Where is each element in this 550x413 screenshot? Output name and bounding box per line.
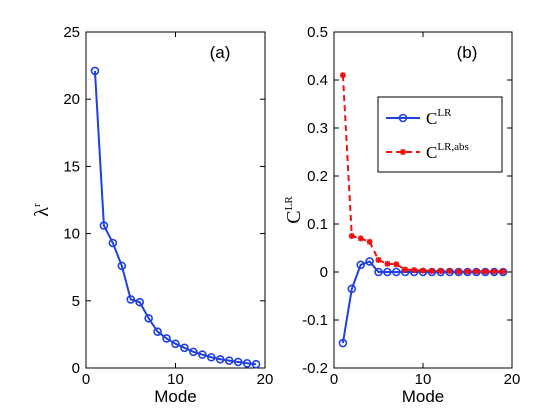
data-point bbox=[374, 267, 383, 277]
legend-label: CLR bbox=[426, 107, 452, 128]
x-tick-label: 10 bbox=[167, 371, 184, 388]
data-point bbox=[242, 358, 252, 368]
data-point bbox=[144, 313, 153, 323]
data-point bbox=[207, 352, 216, 362]
x-tick-label: 0 bbox=[82, 371, 90, 388]
data-point bbox=[500, 268, 507, 275]
y-tick-label: 5 bbox=[72, 293, 80, 310]
data-point bbox=[384, 260, 391, 267]
data-point bbox=[126, 295, 136, 304]
data-point bbox=[99, 221, 109, 230]
data-point bbox=[215, 354, 225, 364]
y-tick-label: 0.4 bbox=[307, 72, 328, 89]
legend-marker bbox=[398, 113, 408, 123]
data-point bbox=[357, 235, 364, 242]
legend-entry: CLR bbox=[386, 107, 452, 128]
y-tick-label: 10 bbox=[63, 226, 80, 243]
data-point bbox=[117, 261, 127, 271]
y-tick-label: -0.1 bbox=[302, 312, 328, 329]
data-point bbox=[162, 334, 171, 343]
panel-b-y-axis-label: CLR bbox=[283, 196, 305, 224]
data-point bbox=[233, 357, 243, 367]
data-point bbox=[383, 267, 392, 277]
series-line bbox=[93, 70, 257, 366]
data-point bbox=[464, 268, 471, 275]
data-point bbox=[90, 66, 100, 76]
y-tick-label: 25 bbox=[63, 24, 80, 41]
y-tick-label: 15 bbox=[63, 158, 80, 175]
legend-entry: CLR,abs bbox=[386, 141, 469, 162]
panel-b-x-axis-label: Mode bbox=[402, 387, 445, 406]
data-point bbox=[420, 267, 426, 274]
data-point bbox=[198, 350, 207, 359]
panel-a-y-label-sup: r bbox=[31, 203, 43, 207]
data-point bbox=[391, 267, 401, 277]
data-point bbox=[411, 267, 418, 274]
legend-marker bbox=[400, 149, 406, 155]
legend: CLR CLR,abs bbox=[377, 96, 503, 173]
panel-a-y-label-base: λ bbox=[31, 207, 53, 217]
data-point bbox=[153, 327, 162, 337]
data-point bbox=[402, 266, 409, 273]
data-point bbox=[189, 347, 198, 357]
data-point bbox=[366, 238, 373, 245]
panel-a-label: (a) bbox=[210, 43, 231, 62]
data-point bbox=[375, 257, 382, 263]
y-tick-label: 0 bbox=[72, 360, 80, 377]
panel-b-y-label-base: C bbox=[283, 210, 305, 223]
data-point bbox=[473, 268, 480, 275]
x-tick-label: 0 bbox=[330, 371, 338, 388]
panel-a: 0 10 20 0 5 10 15 20 25 (a) Mode λr bbox=[31, 24, 273, 406]
data-point bbox=[437, 268, 444, 275]
panel-b-label: (b) bbox=[457, 43, 478, 62]
data-point bbox=[171, 339, 180, 349]
y-tick-label: 0.5 bbox=[307, 24, 328, 41]
data-point bbox=[339, 72, 346, 79]
data-point bbox=[393, 261, 400, 268]
panel-a-y-axis-label: λr bbox=[31, 203, 53, 217]
data-point bbox=[224, 356, 234, 365]
data-point bbox=[446, 268, 453, 275]
data-point bbox=[482, 268, 489, 275]
panel-a-plot-frame bbox=[85, 31, 266, 369]
legend-label: CLR,abs bbox=[426, 141, 469, 162]
x-tick-label: 10 bbox=[415, 371, 432, 388]
panel-b-plot-frame bbox=[333, 31, 513, 369]
data-point bbox=[135, 297, 144, 307]
data-point bbox=[347, 284, 357, 294]
y-tick-label: 0 bbox=[320, 264, 328, 281]
y-tick-label: -0.2 bbox=[302, 360, 328, 377]
data-point bbox=[365, 257, 374, 266]
data-point bbox=[338, 338, 348, 348]
y-tick-label: 0.1 bbox=[307, 216, 328, 233]
data-point bbox=[491, 268, 498, 275]
x-tick-label: 20 bbox=[257, 371, 274, 388]
data-point bbox=[348, 233, 355, 239]
y-tick-label: 0.3 bbox=[307, 120, 328, 137]
data-point bbox=[108, 238, 118, 248]
y-tick-label: 0.2 bbox=[307, 168, 328, 185]
data-point bbox=[180, 343, 189, 353]
data-point bbox=[356, 260, 366, 270]
legend-box bbox=[377, 96, 503, 173]
panel-b-y-label-sup: LR bbox=[283, 196, 295, 211]
panel-b: 0 10 20 -0.2 -0.1 0 0.1 0.2 0.3 0.4 0.5 (b) Mode C… bbox=[283, 24, 520, 406]
x-tick-label: 20 bbox=[504, 371, 521, 388]
data-point bbox=[455, 268, 462, 275]
data-point bbox=[251, 359, 261, 369]
panel-a-x-axis-label: Mode bbox=[154, 387, 197, 406]
y-tick-label: 20 bbox=[63, 91, 80, 108]
data-point bbox=[428, 268, 435, 275]
